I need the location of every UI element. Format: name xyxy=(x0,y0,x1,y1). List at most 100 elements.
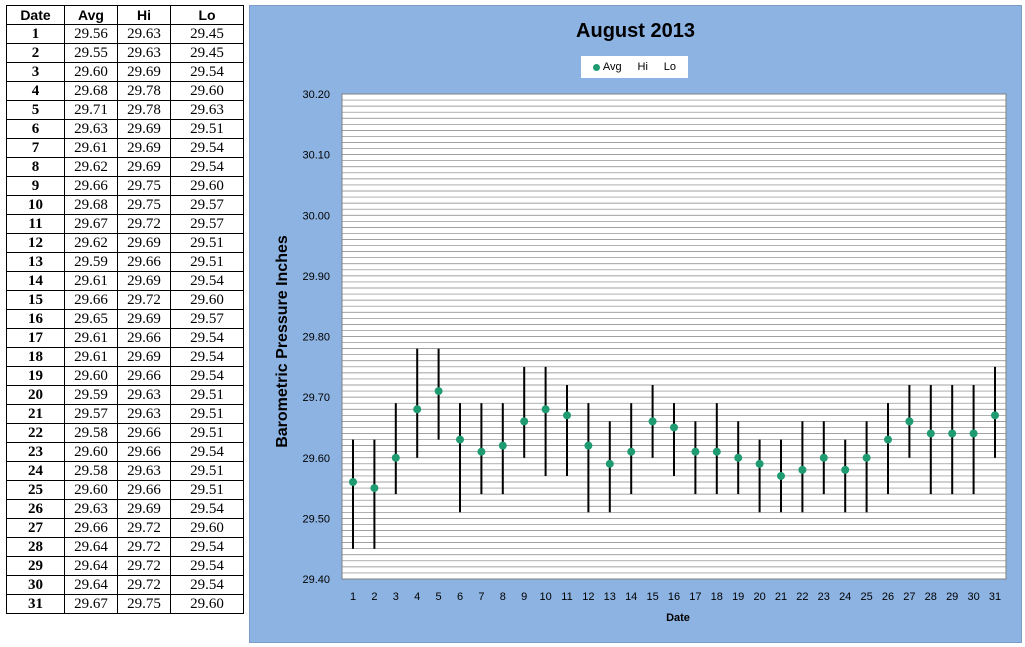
avg-point xyxy=(926,429,935,438)
avg-point xyxy=(691,447,700,456)
avg-point xyxy=(862,453,871,462)
table-row: 22 29.58 29.66 29.51 xyxy=(6,423,244,443)
x-tick-label: 30 xyxy=(967,591,979,603)
lo-cell: 29.54 xyxy=(170,271,244,291)
hi-cell: 29.66 xyxy=(117,252,171,272)
lo-cell: 29.51 xyxy=(170,461,244,481)
date-cell: 2 xyxy=(6,43,65,63)
hi-cell: 29.72 xyxy=(117,575,171,595)
avg-cell: 29.64 xyxy=(64,575,118,595)
avg-cell: 29.66 xyxy=(64,290,118,310)
avg-cell: 29.58 xyxy=(64,423,118,443)
hi-cell: 29.78 xyxy=(117,100,171,120)
date-cell: 12 xyxy=(6,233,65,253)
date-cell: 26 xyxy=(6,499,65,519)
x-tick-label: 19 xyxy=(732,591,744,603)
table-row: 27 29.66 29.72 29.60 xyxy=(6,518,244,538)
avg-point xyxy=(349,478,357,486)
hi-cell: 29.75 xyxy=(117,594,171,614)
avg-point xyxy=(520,417,529,426)
chart-legend: Avg Hi Lo xyxy=(581,56,688,78)
y-tick-label: 30.20 xyxy=(302,89,330,101)
avg-point xyxy=(969,429,978,438)
date-cell: 28 xyxy=(6,537,65,557)
avg-point xyxy=(648,417,657,426)
table-row: 5 29.71 29.78 29.63 xyxy=(6,100,244,120)
x-tick-label: 23 xyxy=(818,591,830,603)
date-cell: 14 xyxy=(6,271,65,291)
table-row: 30 29.64 29.72 29.54 xyxy=(6,575,244,595)
x-tick-label: 9 xyxy=(521,591,527,603)
lo-cell: 29.51 xyxy=(170,252,244,272)
x-tick-label: 1 xyxy=(350,591,356,603)
avg-cell: 29.58 xyxy=(64,461,118,481)
avg-cell: 29.68 xyxy=(64,81,118,101)
avg-point xyxy=(477,447,486,456)
lo-cell: 29.57 xyxy=(170,309,244,329)
date-cell: 8 xyxy=(6,157,65,177)
date-cell: 27 xyxy=(6,518,65,538)
avg-cell: 29.57 xyxy=(64,404,118,424)
x-tick-label: 10 xyxy=(539,591,551,603)
table-row: 6 29.63 29.69 29.51 xyxy=(6,119,244,139)
avg-point xyxy=(541,405,550,414)
x-tick-label: 4 xyxy=(414,591,420,603)
hi-cell: 29.63 xyxy=(117,24,171,44)
table-row: 16 29.65 29.69 29.57 xyxy=(6,309,244,329)
lo-cell: 29.51 xyxy=(170,480,244,500)
table-row: 2 29.55 29.63 29.45 xyxy=(6,43,244,63)
lo-cell: 29.60 xyxy=(170,176,244,196)
hi-cell: 29.69 xyxy=(117,157,171,177)
x-tick-label: 21 xyxy=(775,591,787,603)
avg-point xyxy=(670,423,678,432)
y-tick-label: 30.00 xyxy=(302,210,330,222)
table-row: 1 29.56 29.63 29.45 xyxy=(6,24,244,44)
hi-cell: 29.66 xyxy=(117,328,171,348)
lo-cell: 29.54 xyxy=(170,537,244,557)
avg-point xyxy=(605,459,614,468)
lo-cell: 29.54 xyxy=(170,366,244,386)
x-tick-label: 18 xyxy=(711,591,723,603)
avg-point xyxy=(712,447,721,456)
x-tick-label: 29 xyxy=(946,591,958,603)
avg-point xyxy=(456,435,464,444)
avg-point xyxy=(798,465,807,474)
avg-cell: 29.60 xyxy=(64,442,118,462)
date-cell: 1 xyxy=(6,24,65,44)
date-cell: 13 xyxy=(6,252,65,272)
legend-item-hi: Hi xyxy=(638,61,648,73)
x-tick-label: 7 xyxy=(478,591,484,603)
lo-cell: 29.45 xyxy=(170,24,244,44)
y-tick-label: 29.70 xyxy=(302,392,330,404)
hi-cell: 29.75 xyxy=(117,176,171,196)
table-row: 23 29.60 29.66 29.54 xyxy=(6,442,244,462)
hi-cell: 29.69 xyxy=(117,347,171,367)
lo-cell: 29.57 xyxy=(170,214,244,234)
lo-cell: 29.51 xyxy=(170,385,244,405)
table-row: 11 29.67 29.72 29.57 xyxy=(6,214,244,234)
avg-cell: 29.63 xyxy=(64,119,118,139)
hi-cell: 29.66 xyxy=(117,366,171,386)
avg-cell: 29.67 xyxy=(64,214,118,234)
date-cell: 24 xyxy=(6,461,65,481)
hi-cell: 29.69 xyxy=(117,233,171,253)
avg-point xyxy=(413,405,422,414)
avg-point xyxy=(905,417,914,426)
header-lo: Lo xyxy=(170,5,244,25)
lo-cell: 29.54 xyxy=(170,575,244,595)
lo-cell: 29.45 xyxy=(170,43,244,63)
date-cell: 15 xyxy=(6,290,65,310)
avg-cell: 29.59 xyxy=(64,385,118,405)
hi-cell: 29.66 xyxy=(117,423,171,443)
date-cell: 16 xyxy=(6,309,65,329)
avg-point xyxy=(563,411,571,420)
hi-cell: 29.69 xyxy=(117,119,171,139)
date-cell: 25 xyxy=(6,480,65,500)
lo-cell: 29.57 xyxy=(170,195,244,215)
date-cell: 7 xyxy=(6,138,65,158)
table-row: 4 29.68 29.78 29.60 xyxy=(6,81,244,101)
avg-cell: 29.61 xyxy=(64,271,118,291)
header-date: Date xyxy=(6,5,65,25)
lo-cell: 29.54 xyxy=(170,62,244,82)
date-cell: 5 xyxy=(6,100,65,120)
